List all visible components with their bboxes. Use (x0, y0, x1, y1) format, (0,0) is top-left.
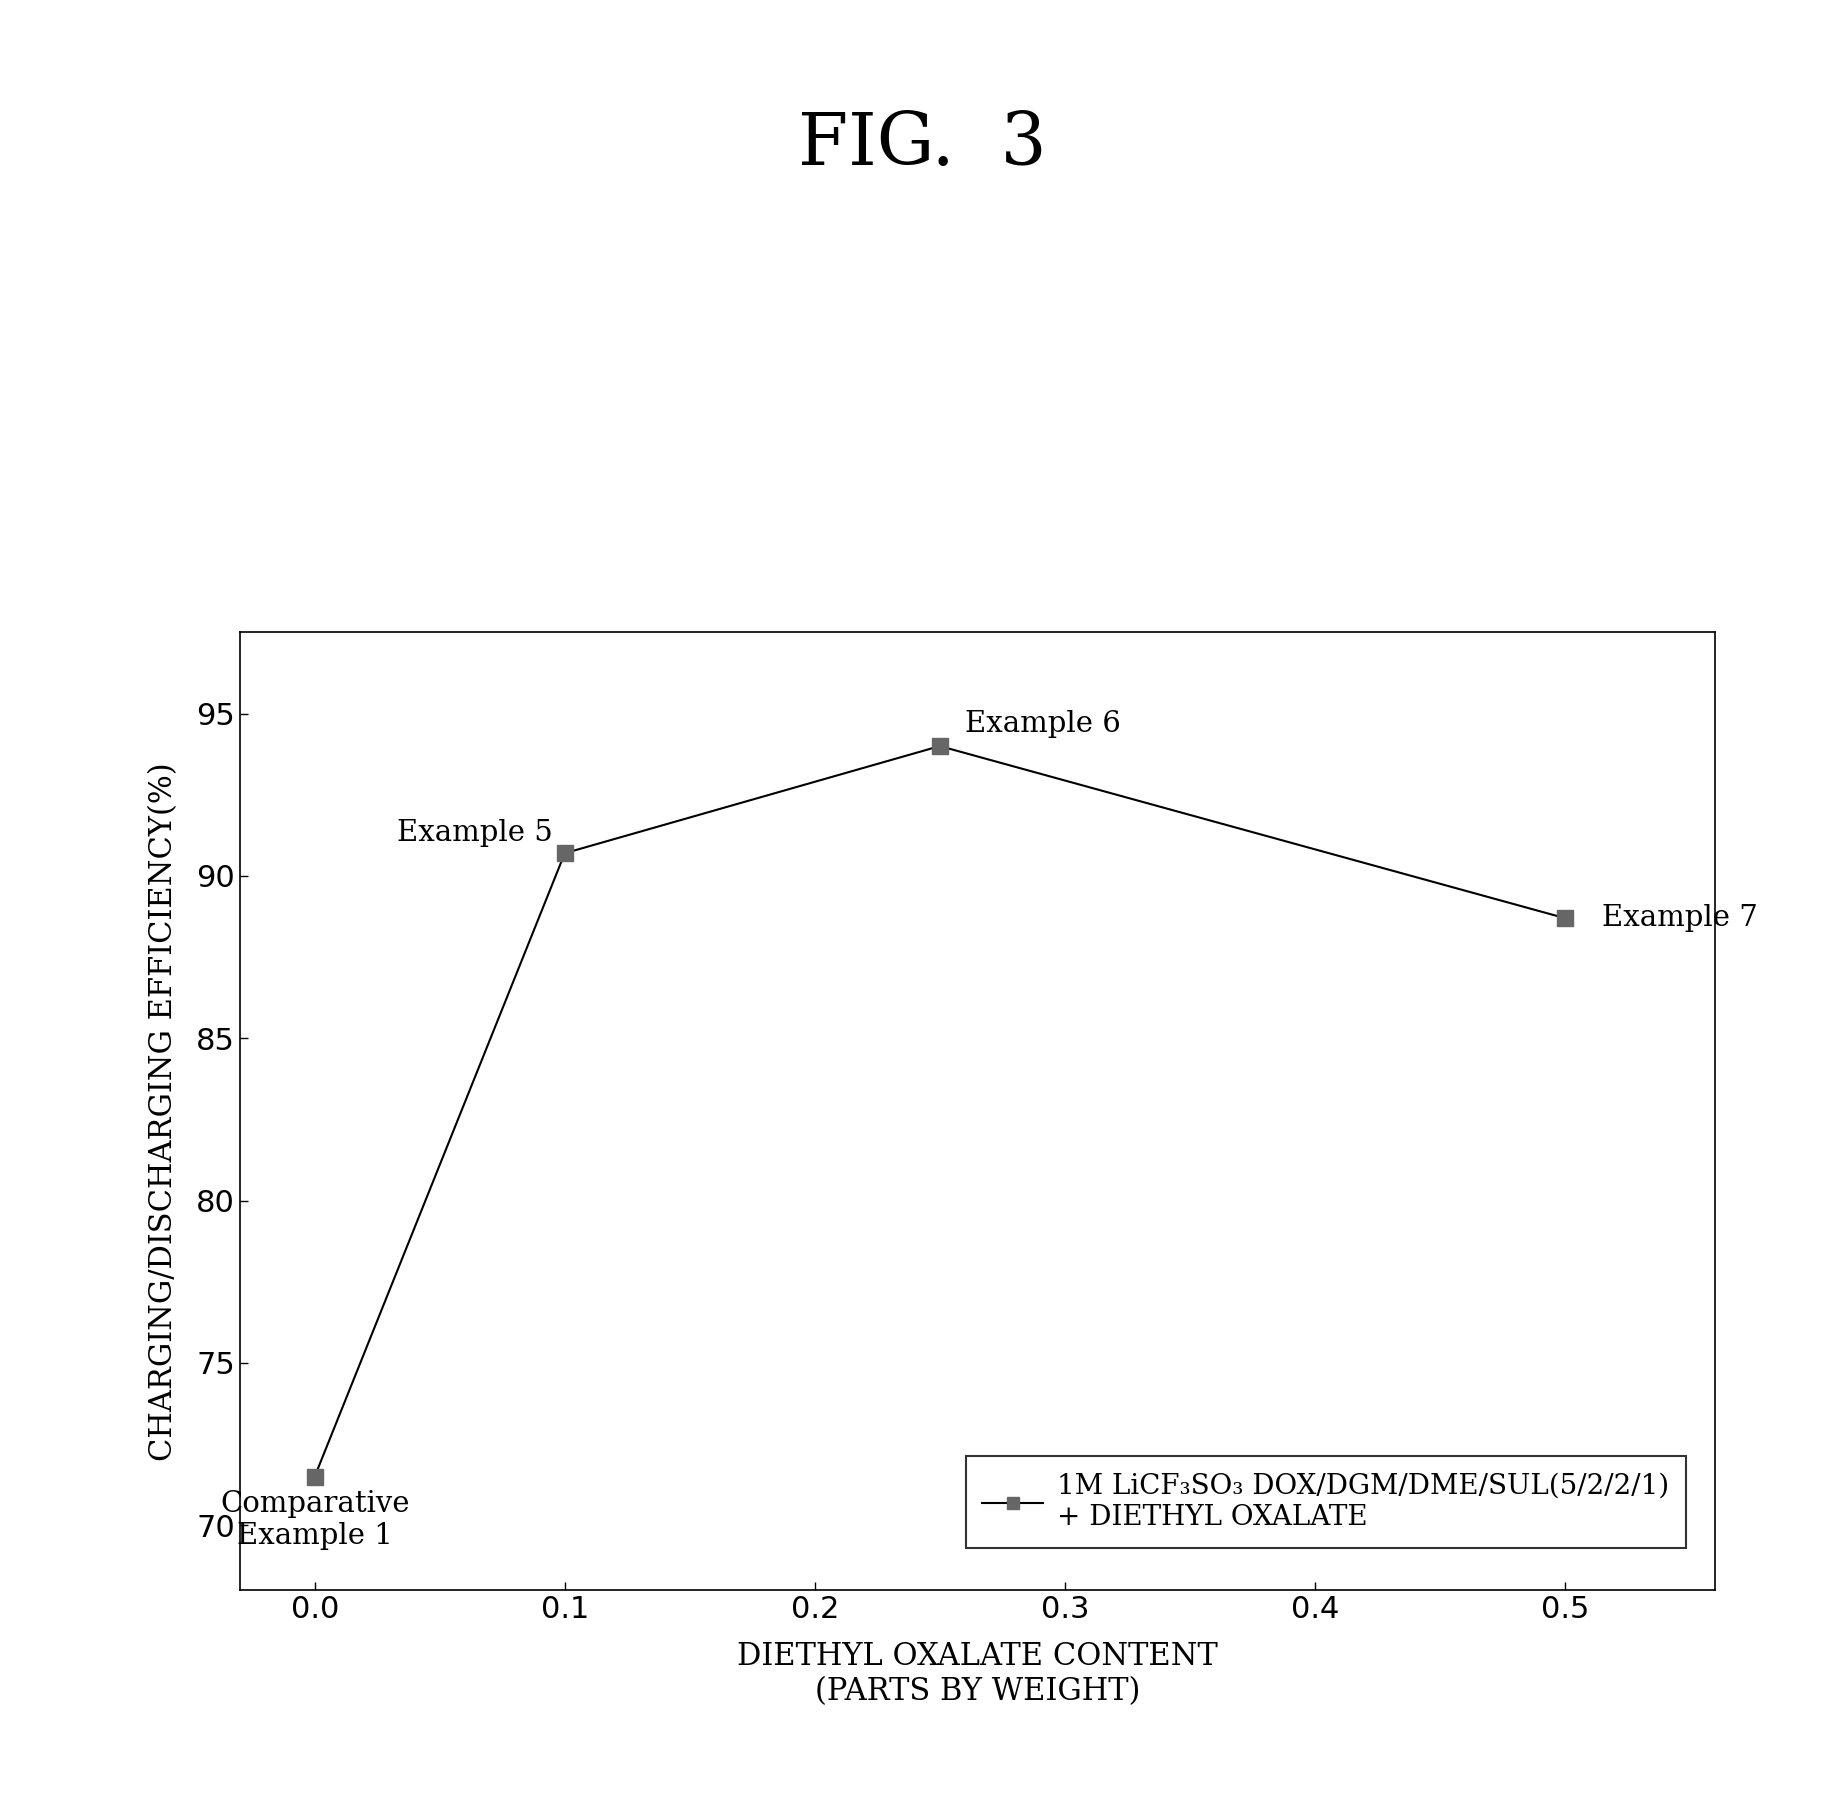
Y-axis label: CHARGING/DISCHARGING EFFICIENCY(%): CHARGING/DISCHARGING EFFICIENCY(%) (148, 763, 179, 1460)
Text: Example 5: Example 5 (396, 819, 551, 847)
X-axis label: DIETHYL OXALATE CONTENT
(PARTS BY WEIGHT): DIETHYL OXALATE CONTENT (PARTS BY WEIGHT… (738, 1641, 1217, 1708)
Legend: 1M LiCF₃SO₃ DOX/DGM/DME/SUL(5/2/2/1)
+ DIETHYL OXALATE: 1M LiCF₃SO₃ DOX/DGM/DME/SUL(5/2/2/1) + D… (966, 1456, 1685, 1547)
Text: Comparative
Example 1: Comparative Example 1 (219, 1489, 409, 1550)
Text: FIG.  3: FIG. 3 (798, 108, 1046, 181)
Text: Example 7: Example 7 (1602, 904, 1759, 932)
Text: Example 6: Example 6 (964, 710, 1121, 737)
